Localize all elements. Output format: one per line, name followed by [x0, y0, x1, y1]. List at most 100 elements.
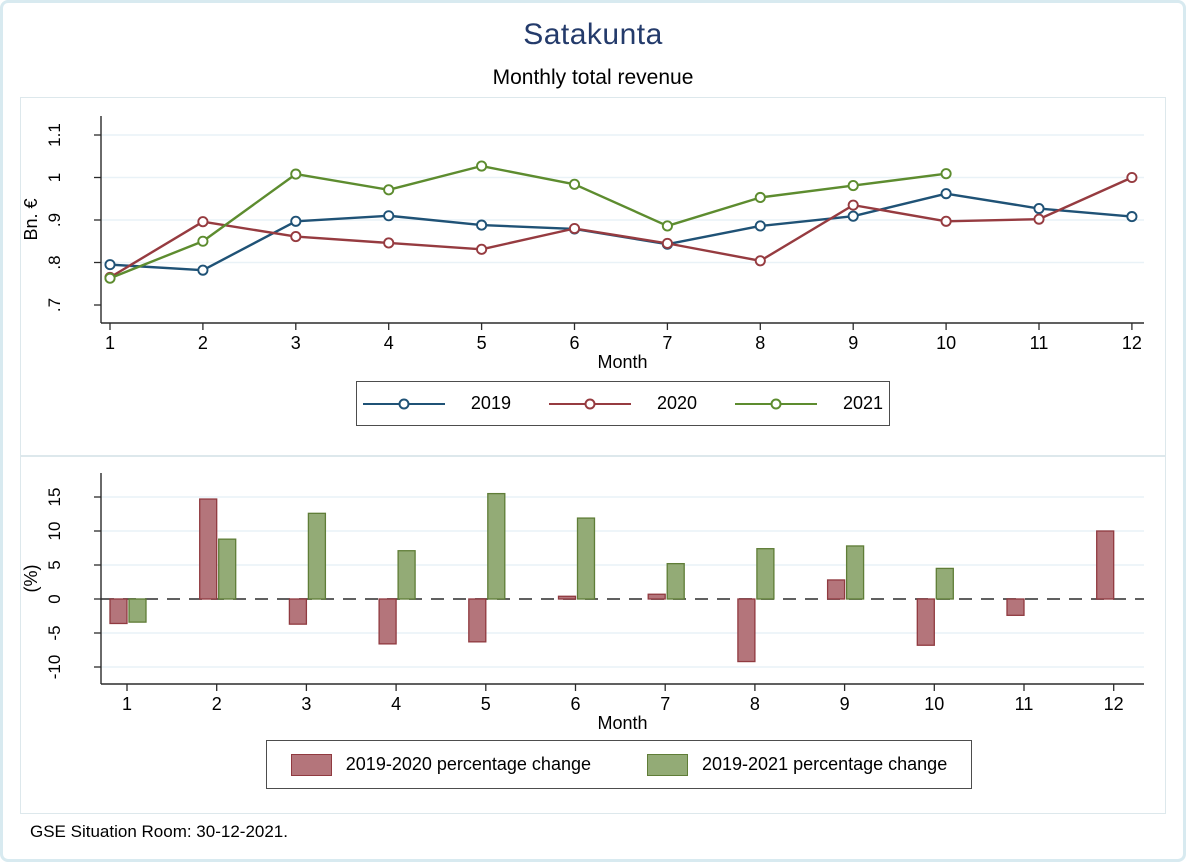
y-axis-title: (%): [21, 565, 41, 593]
swatch-2019-2020-icon: [290, 753, 332, 776]
marker-2020: [290, 231, 302, 243]
x-tick-label: 2: [212, 694, 222, 714]
y-tick-label: 15: [45, 488, 64, 507]
legend-entry-2020: 2020: [548, 393, 698, 414]
y-tick-label: 1.1: [45, 123, 64, 147]
bar-2019-2020 percentage change-m9: [826, 579, 846, 600]
x-tick-label: 8: [750, 694, 760, 714]
marker-2019: [290, 215, 302, 227]
marker-2019: [383, 210, 395, 222]
bar-2019-2021 percentage change-m1: [128, 598, 147, 623]
y-tick-label: 10: [45, 522, 64, 541]
bar-2019-2020 percentage change-m10: [916, 598, 935, 646]
bar-2019-2020 percentage change-m3: [288, 598, 308, 625]
x-tick-label: 5: [481, 694, 491, 714]
marker-2019: [1126, 211, 1138, 223]
x-tick-label: 10: [936, 333, 956, 353]
bar-2019-2020 percentage change-m5: [468, 598, 487, 643]
legend-entry-2019-2020: 2019-2020 percentage change: [290, 753, 591, 776]
marker-2019: [754, 220, 766, 232]
x-tick-label: 11: [1030, 333, 1049, 353]
marker-2020: [754, 255, 766, 267]
x-tick-label: 9: [848, 333, 858, 353]
footer-note: GSE Situation Room: 30-12-2021.: [30, 822, 288, 841]
bar-2019-2020 percentage change-m4: [378, 598, 397, 645]
bar-2019-2020 percentage change-m6: [557, 595, 577, 600]
y-axis-title: Bn. €: [21, 198, 41, 240]
x-tick-label: 6: [570, 694, 580, 714]
bar-2019-2020 percentage change-m1: [109, 598, 128, 625]
x-tick-label: 6: [569, 333, 579, 353]
marker-2020: [197, 216, 209, 228]
marker-2021: [661, 220, 673, 232]
marker-2019: [940, 188, 952, 200]
marker-2021: [197, 235, 209, 247]
bar-2019-2021 percentage change-m3: [307, 512, 327, 600]
bar-2019-2020 percentage change-m7: [647, 593, 666, 600]
x-tick-label: 4: [384, 333, 394, 353]
page-title: Satakunta: [523, 18, 663, 51]
bar-2019-2021 percentage change-m7: [666, 562, 685, 600]
marker-2019: [1033, 202, 1045, 215]
marker-2020: [476, 243, 488, 255]
marker-2020: [568, 222, 581, 235]
x-tick-label: 7: [660, 694, 670, 714]
marker-2020: [847, 199, 859, 211]
line-sample-2020-icon: [548, 398, 631, 410]
legend-entry-2021: 2021: [735, 393, 883, 414]
line-2020: [109, 176, 1133, 279]
x-tick-label: 3: [291, 333, 301, 353]
pct-change-bar-chart-panel: 15 10 5 0 -5 -10 (%) 1 2 3 4 5 6 7 8 9 10 11 12 Month 2019-…: [20, 456, 1166, 814]
x-tick-label: 8: [755, 333, 765, 353]
x-tick-label: 10: [924, 694, 944, 714]
swatch-2019-2021-icon: [647, 753, 688, 776]
bar-2019-2020 percentage change-m8: [737, 598, 756, 663]
legend-label: 2019-2021 percentage change: [702, 754, 948, 774]
y-tick-label: 1: [45, 173, 64, 182]
x-tick-label: 4: [391, 694, 401, 714]
bar-chart-legend: 2019-2020 percentage change 2019-2021 pe…: [266, 740, 972, 789]
bar-2019-2021 percentage change-m10: [935, 567, 954, 600]
x-tick-label: 7: [662, 333, 672, 353]
marker-2021: [290, 168, 302, 180]
x-tick-label: 11: [1015, 694, 1034, 714]
line-2021: [109, 164, 947, 280]
bar-2019-2021 percentage change-m9: [845, 545, 865, 600]
marker-2019: [847, 210, 859, 222]
legend-label: 2019: [470, 393, 511, 413]
x-axis-title: Month: [597, 352, 647, 372]
marker-2021: [476, 160, 488, 172]
legend-entry-2019-2021: 2019-2021 percentage change: [647, 753, 948, 776]
marker-2020: [1033, 213, 1045, 225]
y-tick-label: .9: [45, 213, 64, 227]
marker-2020: [940, 215, 952, 227]
marker-2021: [847, 180, 859, 192]
y-tick-label: -10: [45, 655, 64, 680]
legend-label: 2021: [843, 393, 884, 413]
x-axis-title: Month: [597, 713, 647, 733]
marker-2021: [104, 272, 116, 284]
bar-2019-2021 percentage change-m8: [756, 548, 775, 600]
marker-2020: [1126, 171, 1138, 184]
marker-2021: [940, 168, 952, 180]
line-chart-legend: 2019 2020 2021: [356, 381, 890, 426]
marker-2021: [568, 178, 581, 190]
x-tick-label: 5: [477, 333, 487, 353]
legend-label: 2020: [656, 393, 698, 413]
x-tick-label: 3: [301, 694, 311, 714]
x-tick-label: 12: [1122, 333, 1142, 353]
marker-2021: [383, 184, 395, 196]
page-subtitle: Monthly total revenue: [492, 66, 694, 89]
x-tick-label: 2: [198, 333, 208, 353]
bar-2019-2020 percentage change-m2: [199, 498, 218, 600]
x-tick-label: 9: [840, 694, 850, 714]
bar-2019-2020 percentage change-m12: [1096, 530, 1115, 600]
y-tick-label: 5: [45, 560, 64, 569]
legend-entry-2019: 2019: [362, 393, 511, 414]
bar-2019-2021 percentage change-m6: [576, 517, 596, 600]
bar-2019-2020 percentage change-m11: [1006, 598, 1025, 616]
bar-2019-2021 percentage change-m2: [218, 538, 237, 600]
line-sample-2021-icon: [735, 398, 818, 410]
